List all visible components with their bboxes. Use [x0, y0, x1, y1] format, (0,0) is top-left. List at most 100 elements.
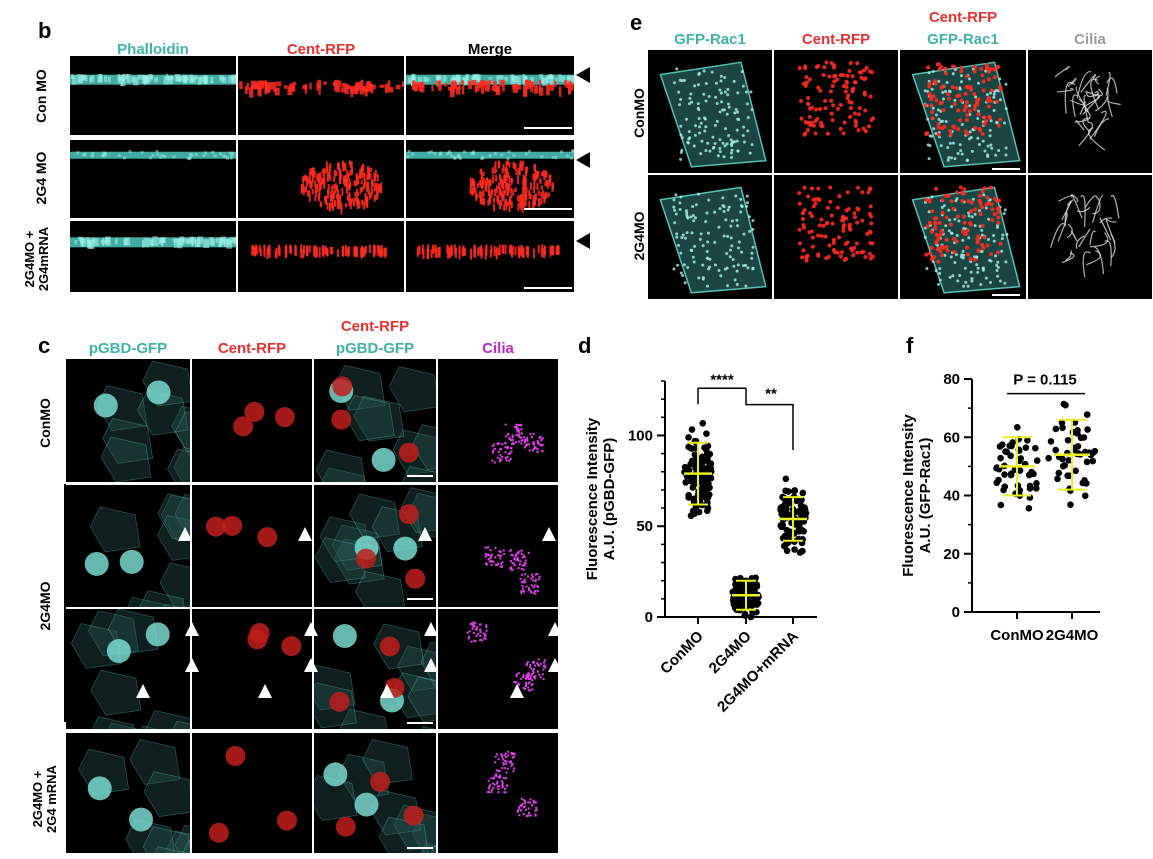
data-point	[705, 480, 712, 487]
panel-b-col-phalloidin: Phalloidin	[117, 41, 189, 58]
panel-e-col-centrfp: Cent-RFP	[801, 31, 871, 48]
arrowhead-icon	[424, 622, 438, 636]
panel-c-image-r4c3	[314, 733, 436, 853]
panel-c-image-r4c1	[66, 733, 190, 853]
data-point	[1033, 480, 1040, 487]
data-point	[753, 601, 761, 608]
data-point	[1025, 505, 1033, 512]
data-point	[741, 612, 749, 619]
data-point	[1026, 482, 1034, 490]
data-point	[687, 474, 695, 481]
data-point	[783, 547, 791, 555]
arrowhead-icon	[576, 67, 590, 83]
data-point	[1007, 452, 1014, 460]
arrowhead-icon	[548, 658, 562, 672]
scale-bar	[524, 127, 572, 129]
panel-e-image-r1c2	[774, 50, 898, 173]
data-point	[705, 463, 713, 471]
panel-c-col-merge-centrfp: Cent-RFP	[340, 318, 410, 335]
arrowhead-icon	[380, 684, 394, 698]
data-point	[1054, 475, 1061, 483]
data-point	[730, 597, 738, 604]
data-point	[778, 503, 786, 511]
panel-c-image-r3c4	[438, 609, 558, 729]
x-tick-label: ConMO	[657, 628, 707, 678]
scale-bar	[992, 294, 1020, 296]
data-point	[1080, 434, 1088, 441]
data-point	[736, 587, 744, 594]
y-tick-label: 100	[628, 427, 653, 444]
x-tick-label: 2G4MO+mRNA	[714, 628, 802, 716]
data-point	[1060, 400, 1068, 408]
data-point	[691, 451, 699, 458]
data-point	[704, 504, 712, 512]
data-point	[1052, 425, 1060, 433]
data-point	[1014, 424, 1021, 431]
data-point	[1059, 462, 1067, 470]
panel-b-image-r1c2	[238, 56, 404, 135]
data-point	[995, 476, 1002, 484]
chart-d: 0 50 100 Fluorescence IntensityA.U. (pGBD-G…	[584, 371, 817, 716]
data-point	[791, 487, 799, 494]
data-point	[1065, 456, 1073, 464]
data-point	[1022, 444, 1030, 451]
data-point	[785, 488, 792, 495]
data-point	[695, 508, 703, 516]
significance-label: ****	[710, 371, 734, 388]
data-point	[703, 430, 710, 437]
x-tick-label: ConMO	[990, 627, 1044, 644]
arrowhead-icon	[298, 527, 312, 541]
data-point	[799, 489, 807, 497]
data-point	[688, 426, 696, 433]
panel-c-row-rescue: 2G4MO + 2G4 mRNA	[30, 765, 59, 833]
data-point	[998, 441, 1006, 448]
data-point	[747, 602, 755, 609]
panel-e-col-merge-gfprac1: GFP-Rac1	[927, 31, 999, 48]
data-point	[1032, 444, 1039, 452]
data-point	[1089, 457, 1097, 465]
scale-bar	[524, 287, 572, 289]
panel-c-image-r2c4	[438, 485, 558, 607]
data-point	[1083, 411, 1091, 418]
data-point	[1081, 477, 1088, 484]
panel-c-row-conmo: ConMO	[37, 398, 53, 448]
data-point	[1067, 501, 1074, 508]
data-point	[1024, 437, 1031, 444]
panel-b-col-merge: Merge	[467, 41, 513, 58]
y-tick-label: 40	[943, 488, 960, 505]
panel-c-row-2g4mo: 2G4MO	[37, 581, 53, 631]
panel-d-label: d	[578, 333, 592, 358]
data-point	[685, 443, 692, 451]
panel-f-label: f	[906, 333, 914, 358]
arrowhead-icon	[304, 658, 318, 672]
data-point	[1045, 454, 1052, 462]
panel-c-col-centrfp: Cent-RFP	[217, 340, 287, 357]
significance-label: P = 0.115	[1013, 372, 1077, 389]
data-point	[1001, 471, 1008, 478]
data-point	[782, 475, 790, 483]
y-axis-label: Fluorescence IntensityA.U. (pGBD-GFP)	[584, 417, 618, 580]
chart-f: 0 20 40 60 80 Fluorescence IntensityA.U. (GFP…	[900, 371, 1100, 644]
panel-e-image-r2c4	[1028, 175, 1152, 299]
panel-e-image-r2c3	[900, 175, 1026, 299]
data-point	[747, 587, 754, 594]
panel-c-col-merge-pgbd: pGBD-GFP	[335, 340, 415, 357]
data-point	[1052, 446, 1060, 454]
panel-e-row-2g4mo: 2G4MO	[631, 211, 647, 261]
panel-c-col-pgbd: pGBD-GFP	[88, 340, 168, 357]
panel-b-image-r2c1	[70, 140, 236, 218]
y-tick-label: 60	[943, 429, 960, 446]
data-point	[753, 582, 760, 590]
data-point	[1033, 457, 1041, 464]
arrowhead-icon	[542, 527, 556, 541]
data-point	[1083, 458, 1091, 466]
panel-b-row-2g4mo: 2G4 MO	[33, 151, 49, 205]
data-point	[1087, 451, 1095, 459]
panel-b-label: b	[38, 18, 52, 43]
panel-b-image-r3c3	[406, 221, 574, 292]
data-point	[796, 549, 804, 556]
panel-b-image-r2c2	[238, 140, 404, 218]
data-point	[1084, 426, 1091, 433]
panel-c-col-cilia: Cilia	[482, 340, 514, 357]
arrowhead-icon	[548, 622, 562, 636]
